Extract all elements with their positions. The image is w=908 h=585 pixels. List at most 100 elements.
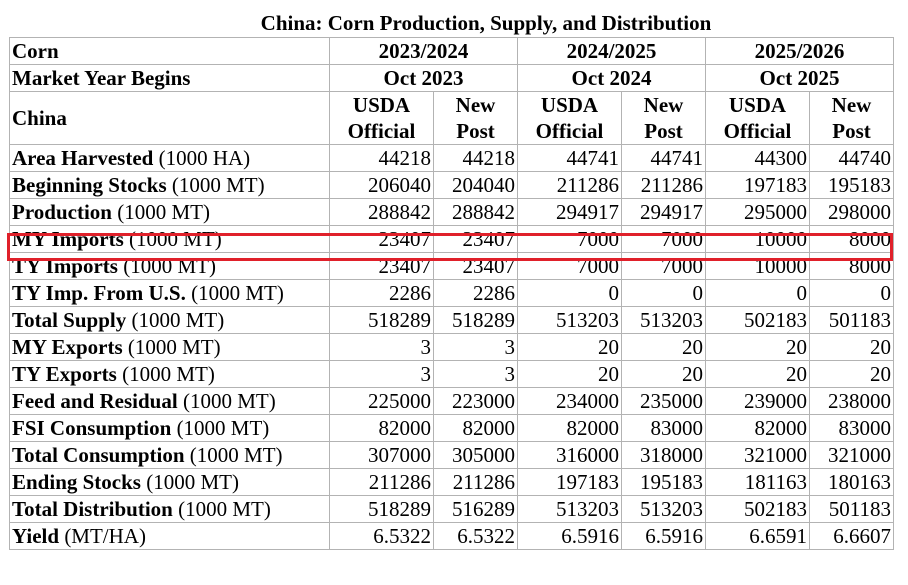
subcol-usda-official: USDA Official [329,91,434,145]
cell-value: 513203 [517,495,622,523]
row-unit: (1000 MT) [146,470,239,494]
cell-value: 211286 [433,468,518,496]
cell-value: 235000 [621,387,706,415]
row-unit: (1000 MT) [117,200,210,224]
table-row: Total Supply (1000 MT) 518289 518289 513203… [9,306,894,334]
table-title: China: Corn Production, Supply, and Dist… [260,11,712,35]
row-name: Area Harvested [12,146,154,170]
table-row: Total Consumption (1000 MT) 307000 305000 3… [9,441,894,469]
cell-value: 0 [517,279,622,307]
cell-value: 288842 [329,198,434,226]
row-unit: (1000 MT) [176,416,270,440]
row-label: TY Exports (1000 MT) [9,360,330,388]
row-label: Area Harvested (1000 HA) [9,144,330,172]
cell-value: 211286 [517,171,622,199]
cell-value: 82000 [433,414,518,442]
table-row: Beginning Stocks (1000 MT) 206040 204040 21… [9,171,894,199]
cell-value: 501183 [809,495,894,523]
cell-value: 8000 [809,252,894,280]
cell-value: 3 [433,333,518,361]
cell-value: 6.5916 [517,522,622,550]
header-year-3: 2025/2026 [705,37,894,65]
table-row: Area Harvested (1000 HA) 44218 44218 44741 4… [9,144,894,172]
row-name: Production [12,200,112,224]
cell-value: 197183 [517,468,622,496]
row-label: Total Supply (1000 MT) [9,306,330,334]
cell-value: 0 [621,279,706,307]
row-name: Total Consumption [12,443,185,467]
subcol-new-post: New Post [809,91,894,145]
cell-value: 6.5916 [621,522,706,550]
header-year-1: 2023/2024 [329,37,518,65]
cell-value: 6.5322 [433,522,518,550]
header-label-market-year: Market Year Begins [9,64,330,92]
cell-value: 23407 [433,252,518,280]
cell-value: 23407 [329,252,434,280]
cell-value: 20 [705,333,810,361]
subcol-usda-official: USDA Official [517,91,622,145]
cell-value: 294917 [621,198,706,226]
table-row: Feed and Residual (1000 MT) 225000 223000 2… [9,387,894,415]
cell-value: 83000 [621,414,706,442]
table-row: TY Exports (1000 MT) 3 3 20 20 20 20 [9,360,894,388]
cell-value: 195183 [809,171,894,199]
row-unit: (1000 MT) [189,443,283,467]
subcol-usda-official: USDA Official [705,91,810,145]
cell-value: 3 [329,360,434,388]
row-unit: (1000 MT) [129,227,222,251]
row-name: Yield [12,524,60,548]
cell-value: 3 [433,360,518,388]
cell-value: 513203 [517,306,622,334]
header-label-corn: Corn [9,37,330,65]
cell-value: 513203 [621,306,706,334]
subcol-new-post: New Post [621,91,706,145]
row-label: TY Imports (1000 MT) [9,252,330,280]
cell-value: 20 [809,360,894,388]
cell-value: 20 [705,360,810,388]
cell-value: 44740 [809,144,894,172]
cell-value: 20 [621,333,706,361]
cell-value: 3 [329,333,434,361]
row-label: MY Exports (1000 MT) [9,333,330,361]
cell-value: 211286 [621,171,706,199]
table-row: Production (1000 MT) 288842 288842 294917 29… [9,198,894,226]
cell-value: 516289 [433,495,518,523]
table-row: TY Imports (1000 MT) 23407 23407 7000 7000 10… [9,252,894,280]
row-unit: (1000 MT) [182,389,276,413]
subcol-new-post: New Post [433,91,518,145]
cell-value: 211286 [329,468,434,496]
header-begins-3: Oct 2025 [705,64,894,92]
cell-value: 23407 [329,225,434,253]
cell-value: 321000 [705,441,810,469]
cell-value: 234000 [517,387,622,415]
cell-value: 288842 [433,198,518,226]
cell-value: 2286 [433,279,518,307]
header-row-market-year: Market Year Begins Oct 2023 Oct 2024 Oct… [9,64,894,92]
header-row-subcols: China USDA Official New Post USDA Official … [9,91,894,145]
cell-value: 294917 [517,198,622,226]
cell-value: 239000 [705,387,810,415]
table-row: Ending Stocks (1000 MT) 211286 211286 19718… [9,468,894,496]
cell-value: 238000 [809,387,894,415]
row-name: MY Imports [12,227,124,251]
cell-value: 180163 [809,468,894,496]
cell-value: 7000 [517,225,622,253]
cell-value: 44218 [329,144,434,172]
cell-value: 305000 [433,441,518,469]
cell-value: 318000 [621,441,706,469]
cell-value: 23407 [433,225,518,253]
row-label: Production (1000 MT) [9,198,330,226]
cell-value: 6.6607 [809,522,894,550]
row-unit: (1000 HA) [158,146,251,170]
cell-value: 518289 [433,306,518,334]
cell-value: 10000 [705,225,810,253]
cell-value: 82000 [705,414,810,442]
cell-value: 298000 [809,198,894,226]
cell-value: 44741 [621,144,706,172]
cell-value: 181163 [705,468,810,496]
header-begins-1: Oct 2023 [329,64,518,92]
row-label: MY Imports (1000 MT) [9,225,330,253]
cell-value: 223000 [433,387,518,415]
row-label: Feed and Residual (1000 MT) [9,387,330,415]
cell-value: 0 [809,279,894,307]
